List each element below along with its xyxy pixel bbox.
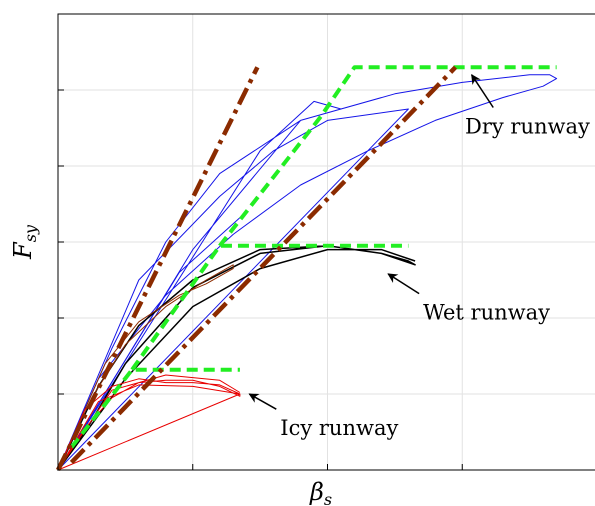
icy-runway-label: Icy runway bbox=[280, 416, 398, 440]
x-axis-label: βs bbox=[309, 478, 332, 506]
annotations: Dry runway Wet runway Icy runway bbox=[248, 73, 590, 440]
y-axis-label-main: F bbox=[9, 241, 37, 260]
x-axis-label-main: β bbox=[309, 478, 324, 506]
series-layer bbox=[55, 65, 558, 471]
wet-runway-label: Wet runway bbox=[423, 301, 550, 325]
grid bbox=[58, 14, 595, 470]
dry-runway-arrow bbox=[471, 73, 494, 108]
x-axis-label-sub: s bbox=[324, 490, 332, 506]
series-2-line bbox=[57, 264, 234, 471]
dry-runway-label: Dry runway bbox=[465, 114, 590, 138]
series-8-line bbox=[69, 65, 458, 464]
series-6-line bbox=[218, 65, 557, 248]
series-4-line bbox=[69, 367, 240, 449]
series-0-line bbox=[57, 74, 558, 471]
series-7-line bbox=[55, 66, 260, 471]
icy-runway-arrow bbox=[248, 393, 277, 410]
y-axis-label: Fsy bbox=[9, 224, 40, 260]
ticks bbox=[58, 89, 463, 470]
series-1-line bbox=[57, 245, 416, 471]
y-axis-label-sub: sy bbox=[21, 224, 40, 242]
wet-runway-arrow bbox=[387, 273, 420, 295]
series-5-line bbox=[130, 243, 409, 371]
